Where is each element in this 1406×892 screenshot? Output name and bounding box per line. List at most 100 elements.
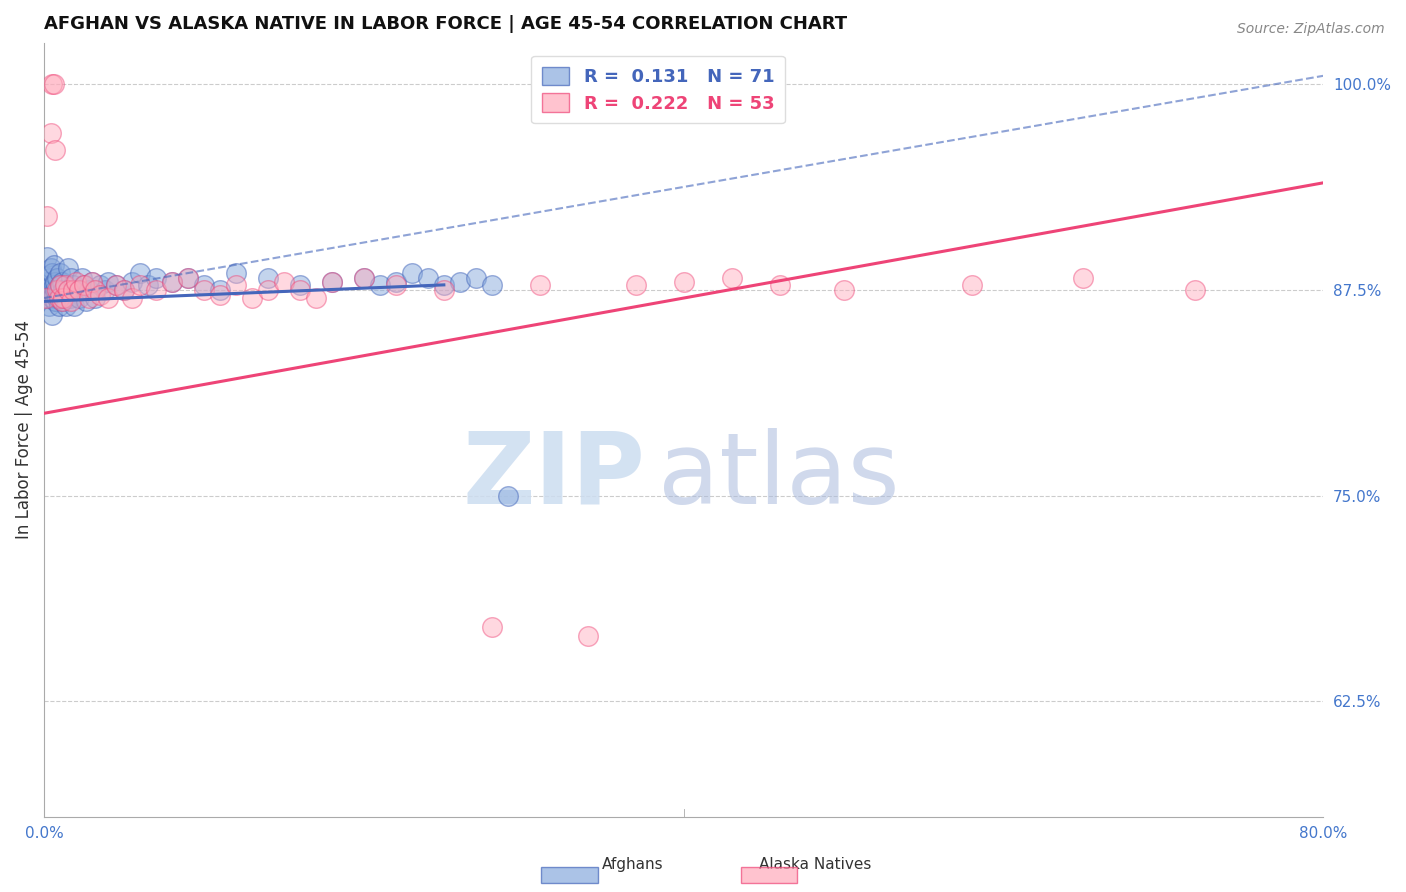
Point [129,266,152,280]
Point [321,275,343,289]
Point [60,294,83,309]
Point [59,291,82,305]
Point [42,287,65,301]
Point [56,261,79,276]
Point [39,261,62,276]
Point [48,291,70,305]
Y-axis label: In Labor Force | Age 45-54: In Labor Force | Age 45-54 [15,320,32,540]
Point [257,283,280,297]
Point [353,271,375,285]
Point [208,287,231,301]
Point [433,283,456,297]
Text: Source: ZipAtlas.com: Source: ZipAtlas.com [1237,22,1385,37]
Point [193,277,215,292]
Point [105,277,128,292]
Point [112,283,135,297]
Point [720,271,742,285]
Point [624,277,647,292]
Text: AFGHAN VS ALASKA NATIVE IN LABOR FORCE | AGE 45-54 CORRELATION CHART: AFGHAN VS ALASKA NATIVE IN LABOR FORCE |… [44,15,848,33]
Point [44,283,66,297]
Point [44,143,66,157]
Point [97,275,120,289]
Point [41,77,63,91]
Point [305,291,328,305]
Point [121,275,143,289]
Point [129,277,152,292]
Point [48,299,70,313]
Point [401,266,423,280]
Point [39,283,62,297]
Point [672,275,695,289]
Point [45,291,67,305]
Point [208,283,231,297]
Point [225,277,247,292]
Point [433,277,456,292]
Point [41,291,63,305]
Point [62,277,84,292]
Point [273,275,295,289]
Point [53,277,76,292]
Point [35,291,58,305]
Point [449,275,471,289]
Point [42,277,65,292]
Point [288,277,311,292]
Point [496,489,519,503]
Text: Afghans: Afghans [602,857,664,872]
Point [49,266,72,280]
Text: Alaska Natives: Alaska Natives [759,857,872,872]
Point [80,275,103,289]
Point [145,283,167,297]
Point [136,277,159,292]
Point [576,628,599,642]
Point [72,271,94,285]
Point [51,294,73,309]
Point [832,283,855,297]
Point [41,277,63,292]
Point [225,266,247,280]
Point [35,283,58,297]
Point [41,308,63,322]
Point [177,271,200,285]
Point [353,271,375,285]
Point [45,271,67,285]
Point [529,277,551,292]
Point [42,258,65,272]
Point [960,277,983,292]
Point [1184,283,1206,297]
Point [121,291,143,305]
Point [193,283,215,297]
Text: atlas: atlas [658,427,900,524]
Point [105,277,128,292]
Point [49,277,72,292]
Point [77,283,100,297]
Point [56,283,79,297]
Point [89,277,111,292]
Point [94,283,117,297]
Point [52,291,75,305]
Point [42,77,65,91]
Point [257,271,280,285]
Point [77,291,100,305]
Legend: R =  0.131   N = 71, R =  0.222   N = 53: R = 0.131 N = 71, R = 0.222 N = 53 [531,56,785,123]
Point [38,299,60,313]
Point [49,277,72,292]
Point [38,291,60,305]
Point [73,277,96,292]
Point [41,266,63,280]
Point [481,620,503,634]
Point [45,283,67,297]
Point [55,299,77,313]
Point [37,250,59,264]
Point [112,283,135,297]
Point [160,275,183,289]
Point [160,275,183,289]
Point [51,294,73,309]
Point [37,209,59,223]
Point [38,271,60,285]
Point [60,271,83,285]
Point [56,283,79,297]
Point [89,287,111,301]
Point [44,275,66,289]
Point [321,275,343,289]
Point [53,291,76,305]
